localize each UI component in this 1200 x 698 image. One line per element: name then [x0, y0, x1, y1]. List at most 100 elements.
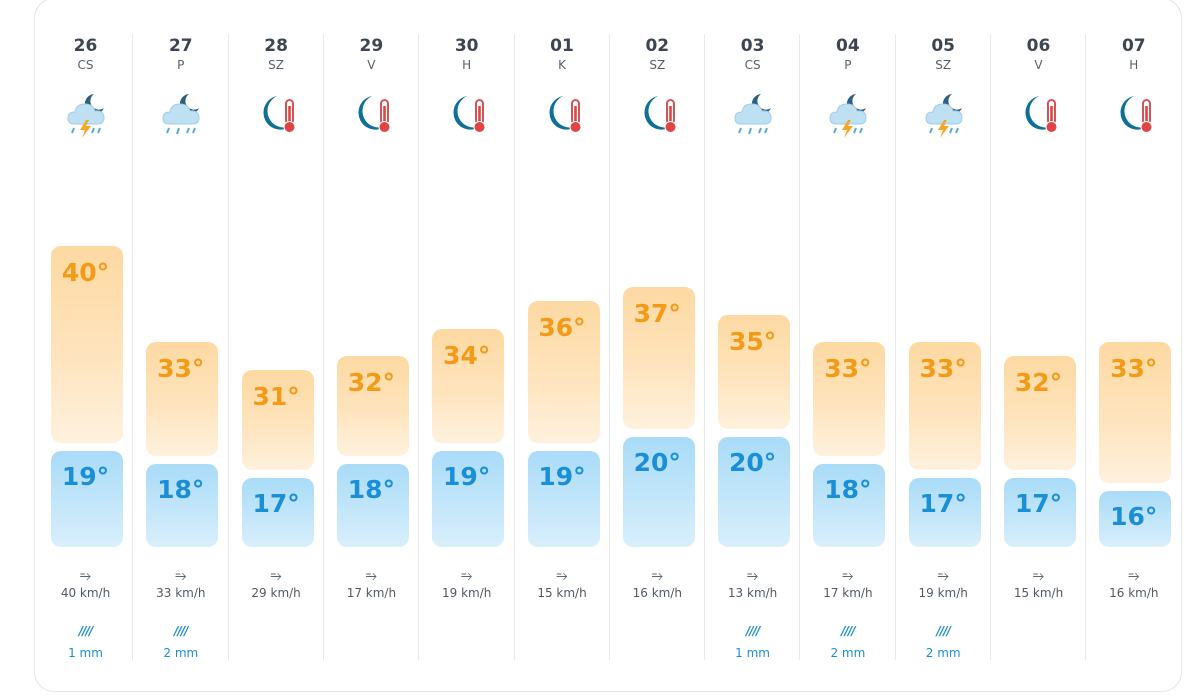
min-temp-bar: [241, 477, 314, 547]
wind-speed: 15 km/h: [537, 586, 587, 600]
day-name: CS: [744, 58, 761, 72]
min-temp-bar: [432, 450, 505, 547]
day-column[interactable]: 05 SZ 33° 17° ⥱ 19 km/h //// 2 mm: [896, 0, 991, 698]
wind-icon: ⥱: [1128, 568, 1140, 584]
min-temp-bar: [527, 450, 600, 547]
min-temp-bar: [813, 464, 886, 547]
rain-icon: ////: [745, 624, 761, 638]
min-temp: 17°: [252, 488, 300, 518]
wind-speed: 15 km/h: [1013, 586, 1064, 600]
wind-icon: ⥱: [556, 568, 568, 584]
day-column[interactable]: 02 SZ 37° 20° ⥱ 16 km/h: [610, 0, 705, 698]
column-separator: [990, 34, 991, 660]
day-column[interactable]: 04 P 33° 18° ⥱ 17 km/h //// 2 mm: [800, 0, 895, 698]
min-temp: 16°: [1110, 502, 1158, 532]
min-temp-bar: [1004, 477, 1076, 547]
day-name: V: [367, 58, 376, 72]
day-name: CS: [77, 58, 94, 72]
column-separator: [513, 34, 515, 660]
day-column[interactable]: 26 CS 40° 19° ⥱ 40 km/h //// 1 mm: [38, 0, 133, 698]
wind-icon: ⥱: [270, 568, 282, 584]
wind-icon: ⥱: [1032, 568, 1045, 584]
day-column[interactable]: 27 P 33° 18° ⥱ 33 km/h //// 2 mm: [133, 0, 228, 698]
max-temp-bar: [146, 342, 219, 457]
min-temp-bar: [718, 437, 791, 547]
column-separator: [799, 34, 801, 660]
day-number: 07: [1121, 36, 1146, 56]
day-name: SZ: [649, 58, 666, 72]
precipitation: 1 mm: [735, 646, 770, 660]
min-temp-bar: [146, 464, 219, 547]
min-temp-bar: [51, 450, 123, 547]
max-temp-bar: [908, 342, 981, 470]
column-separator: [418, 34, 420, 660]
day-column[interactable]: 03 CS 35° 20° ⥱ 13 km/h //// 1 mm: [705, 0, 800, 698]
day-column[interactable]: 06 V 32° 17° ⥱ 15 km/h: [991, 0, 1086, 698]
wind-speed: 13 km/h: [727, 586, 778, 600]
clear-night-hot-icon: [541, 90, 589, 140]
max-temp: 36°: [538, 313, 586, 342]
wind-icon: ⥱: [651, 568, 663, 584]
precipitation: 2 mm: [830, 646, 866, 660]
wind-speed: 40 km/h: [60, 586, 111, 600]
clear-night-hot-icon: [636, 90, 684, 140]
max-temp: 33°: [157, 354, 205, 384]
max-temp-bar: [813, 342, 886, 457]
column-separator: [608, 34, 610, 660]
max-temp-bar: [336, 356, 409, 457]
wind-speed: 19 km/h: [442, 586, 492, 600]
min-temp: 18°: [824, 475, 872, 505]
max-temp: 34°: [443, 340, 491, 370]
column-separator: [322, 34, 324, 660]
rain-icon: ////: [841, 624, 856, 638]
day-column[interactable]: 28 SZ 31° 17° ⥱ 29 km/h: [229, 0, 324, 698]
min-temp-bar: [1099, 491, 1172, 547]
max-temp: 37°: [633, 299, 681, 329]
day-column[interactable]: 30 H 34° 19° ⥱ 19 km/h: [419, 0, 514, 698]
min-temp: 17°: [1014, 488, 1063, 518]
day-column[interactable]: 29 V 32° 18° ⥱ 17 km/h: [324, 0, 419, 698]
day-column[interactable]: 07 H 33° 16° ⥱ 16 km/h: [1086, 0, 1181, 698]
max-temp-bar: [51, 245, 123, 443]
column-separator: [704, 34, 706, 660]
clear-night-hot-icon: [1017, 90, 1065, 140]
max-temp-bar: [622, 287, 695, 429]
column-separator: [227, 34, 229, 660]
wind-icon: ⥱: [365, 568, 377, 584]
max-temp-bar: [1099, 342, 1172, 484]
max-temp-bar: [718, 314, 791, 429]
rain-icon: ////: [78, 624, 94, 638]
day-name: SZ: [935, 58, 952, 72]
rain-night-icon: [731, 90, 779, 140]
day-name: P: [844, 58, 852, 72]
precipitation: 2 mm: [925, 646, 961, 660]
min-temp: 18°: [157, 475, 205, 505]
max-temp: 31°: [252, 382, 300, 411]
rain-icon: ////: [936, 624, 951, 638]
max-temp-bar: [527, 301, 600, 443]
day-number: 05: [931, 36, 956, 56]
column-separator: [132, 34, 134, 660]
day-name: P: [177, 58, 185, 72]
wind-icon: ⥱: [937, 568, 949, 584]
max-temp: 33°: [824, 354, 872, 384]
wind-speed: 17 km/h: [823, 586, 873, 600]
min-temp: 19°: [61, 461, 110, 491]
day-column[interactable]: 01 K 36° 19° ⥱ 15 km/h: [515, 0, 610, 698]
storm-rain-night-icon: [826, 90, 874, 140]
precipitation: 1 mm: [68, 646, 103, 660]
day-number: 27: [168, 36, 193, 56]
wind-icon: ⥱: [461, 568, 473, 584]
max-temp-bar: [241, 370, 314, 470]
day-name: H: [1129, 58, 1139, 72]
clear-night-hot-icon: [255, 90, 303, 140]
min-temp-bar: [908, 477, 981, 547]
column-separator: [1085, 34, 1087, 660]
min-temp-bar: [622, 437, 695, 547]
wind-speed: 17 km/h: [346, 586, 397, 600]
day-number: 01: [550, 36, 574, 56]
clear-night-hot-icon: [350, 90, 398, 140]
min-temp: 18°: [347, 475, 396, 505]
max-temp: 33°: [919, 354, 967, 384]
min-temp: 19°: [538, 461, 586, 491]
